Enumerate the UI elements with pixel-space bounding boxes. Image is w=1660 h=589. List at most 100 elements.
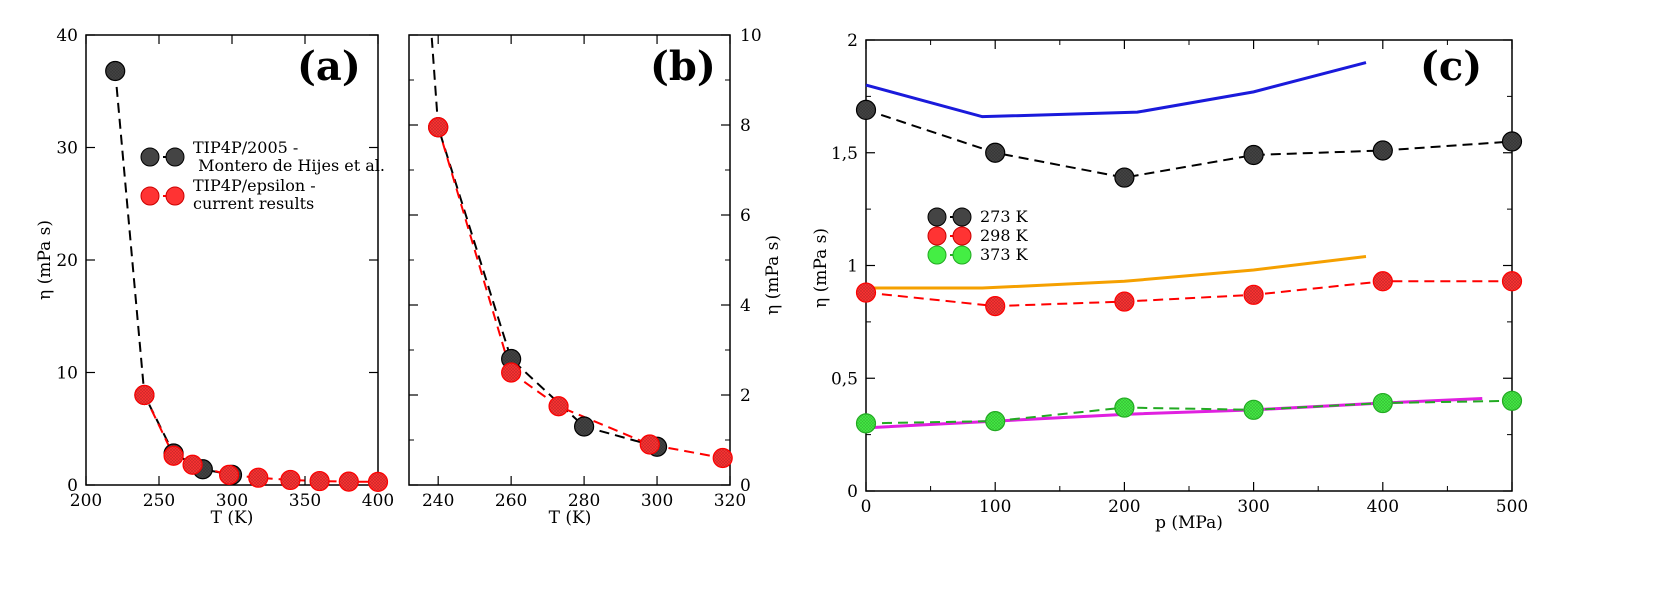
panel-c-ylabel: η (mPa s) [811, 228, 831, 308]
panel-b-frame [408, 34, 731, 486]
data-point-texture [986, 143, 1005, 162]
legend-text-273k: 273 K [980, 207, 1029, 226]
data-point-texture [1244, 400, 1263, 419]
data-point-texture [640, 435, 659, 454]
legend-marker-tip4p-epsilon [140, 186, 160, 206]
y-tick-label: 0 [847, 482, 858, 502]
data-point-texture [1503, 132, 1521, 151]
reference-curve [865, 61, 1367, 119]
panel-b-series [428, 35, 733, 469]
data-point-texture [549, 397, 568, 416]
data-point-texture [281, 470, 300, 489]
x-tick-label: 400 [362, 491, 394, 511]
x-tick-label: 200 [70, 491, 102, 511]
series-line [437, 126, 723, 459]
legend-marker-tip4p-epsilon [165, 186, 185, 206]
y-tick-label: 0,5 [831, 369, 858, 389]
y-tick-label: 2 [740, 386, 751, 406]
legend-text-tip4p-epsilon-line2: current results [193, 194, 314, 213]
y-tick-label: 30 [56, 139, 78, 159]
y-tick-label: 0 [67, 476, 78, 496]
data-point-texture [1115, 398, 1134, 417]
data-point-texture [1373, 141, 1392, 160]
legend-marker-273k [927, 207, 947, 227]
x-tick-label: 0 [861, 497, 872, 517]
data-point-texture [429, 118, 448, 137]
data-point-texture [310, 472, 329, 491]
legend-marker-373k [927, 245, 947, 265]
legend-marker-tip4p2005 [140, 147, 160, 167]
data-point-texture [135, 386, 154, 404]
x-tick-label: 320 [714, 491, 746, 511]
y-tick-label: 1 [847, 257, 858, 277]
data-point-texture [713, 449, 732, 467]
series-line [114, 70, 233, 476]
panel-a-legend: TIP4P/2005 - Montero de Hijes et al. TIP… [140, 138, 385, 213]
data-point-texture [339, 472, 358, 491]
y-tick-label: 40 [56, 26, 78, 46]
y-tick-label: 10 [740, 26, 762, 46]
data-point-texture [1115, 168, 1134, 187]
x-tick-label: 280 [568, 491, 600, 511]
panel-b-ylabel: η (mPa s) [763, 235, 783, 315]
y-tick-label: 4 [740, 296, 751, 316]
data-point-texture [857, 283, 875, 302]
x-tick-label: 400 [1367, 497, 1399, 517]
panel-c: 0 100 200 300 400 500 0 0,5 1 1,5 2 (c) p (MPa) η … [811, 31, 1528, 533]
panel-a-xlabel: T (K) [211, 508, 254, 528]
legend-text-tip4p2005-line1: TIP4P/2005 - [193, 138, 298, 157]
y-tick-label: 8 [740, 116, 751, 136]
data-point-texture [986, 412, 1005, 431]
x-tick-label: 100 [979, 497, 1011, 517]
data-point-texture [1503, 272, 1521, 291]
legend-text-tip4p-epsilon-line1: TIP4P/epsilon - [193, 176, 316, 195]
data-point-texture [502, 363, 521, 382]
series-line [866, 280, 1512, 308]
y-tick-label: 0 [740, 476, 751, 496]
panel-c-reference-curves [865, 61, 1483, 430]
data-point-texture [1115, 292, 1134, 311]
legend-text-tip4p2005-line2: Montero de Hijes et al. [193, 156, 385, 175]
data-point-texture [164, 446, 183, 465]
data-point-texture [220, 465, 239, 484]
reference-curve [866, 254, 1367, 290]
panel-b-xlabel: T (K) [549, 508, 592, 528]
data-point-texture [1244, 146, 1263, 165]
panel-c-legend: 273 K 298 K 373 K [927, 207, 1029, 265]
x-tick-label: 350 [289, 491, 321, 511]
data-point-texture [986, 297, 1005, 316]
x-tick-label: 300 [1237, 497, 1269, 517]
panel-a: 200 250 300 350 400 0 10 20 30 40 (a) T (K) η (mP… [35, 26, 394, 528]
x-tick-label: 300 [216, 491, 248, 511]
data-point-texture [1373, 394, 1392, 413]
data-point-texture [183, 455, 202, 474]
x-tick-label: 260 [495, 491, 527, 511]
data-point-texture [575, 417, 594, 436]
panel-a-label: (a) [297, 43, 361, 90]
y-tick-label: 20 [56, 251, 78, 271]
data-point-texture [1373, 272, 1392, 291]
y-tick-label: 1,5 [831, 144, 858, 164]
series-line [430, 35, 658, 448]
data-point-texture [1503, 391, 1521, 410]
panel-c-label: (c) [1420, 43, 1482, 90]
panel-c-series [855, 99, 1523, 434]
legend-text-298k: 298 K [980, 226, 1029, 245]
data-point-texture [857, 100, 875, 119]
data-point-texture [369, 472, 387, 491]
x-tick-label: 200 [1108, 497, 1140, 517]
panel-c-xlabel: p (MPa) [1155, 513, 1223, 533]
legend-marker-273k [952, 207, 972, 227]
x-tick-label: 300 [641, 491, 673, 511]
x-tick-label: 500 [1496, 497, 1528, 517]
y-tick-label: 6 [740, 206, 751, 226]
legend-marker-298k [927, 226, 947, 246]
legend-marker-tip4p2005 [165, 147, 185, 167]
series-line [866, 399, 1512, 425]
panel-c-ticks: 0 100 200 300 400 500 0 0,5 1 1,5 2 [831, 31, 1528, 517]
x-tick-label: 250 [143, 491, 175, 511]
panel-a-series [105, 60, 389, 492]
